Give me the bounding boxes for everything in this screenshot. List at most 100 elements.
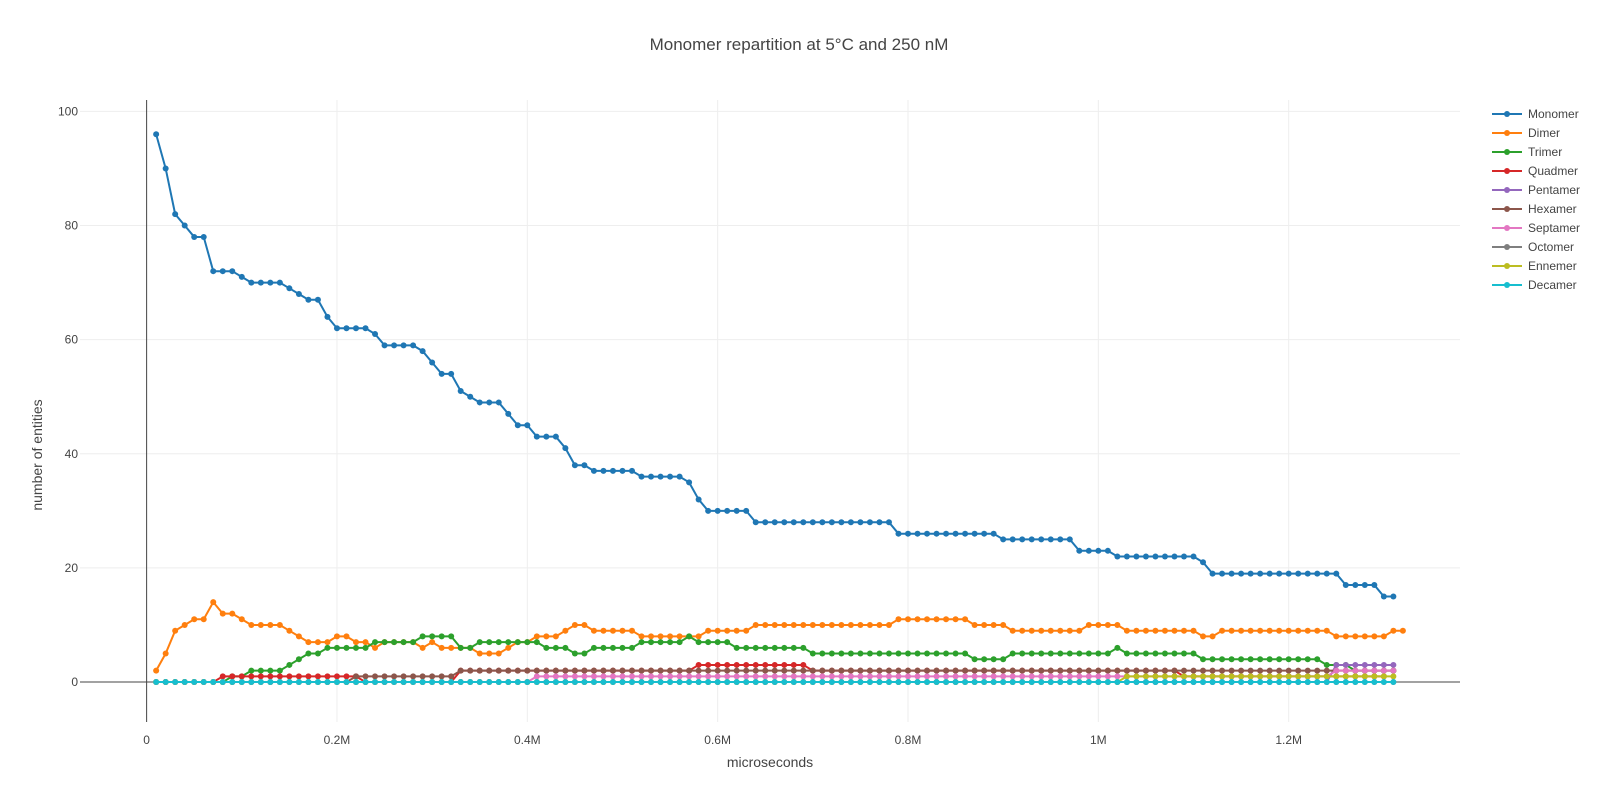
data-point bbox=[467, 393, 474, 400]
legend-item-dimer[interactable]: Dimer bbox=[1492, 126, 1560, 140]
data-point bbox=[733, 661, 740, 668]
data-point bbox=[771, 661, 778, 668]
data-point bbox=[752, 679, 759, 686]
data-point bbox=[1371, 667, 1378, 674]
legend-item-monomer[interactable]: Monomer bbox=[1492, 107, 1579, 121]
data-point bbox=[172, 211, 179, 218]
data-point bbox=[1152, 627, 1159, 634]
data-point bbox=[981, 530, 988, 537]
data-point bbox=[1209, 679, 1216, 686]
legend[interactable]: Monomer Dimer Trimer Quadmer Pentamer Hexamer… bbox=[1492, 107, 1580, 292]
data-point bbox=[1085, 650, 1092, 657]
data-point bbox=[1057, 679, 1064, 686]
legend-item-hexamer[interactable]: Hexamer bbox=[1492, 202, 1577, 216]
data-point bbox=[895, 673, 902, 680]
data-point bbox=[981, 667, 988, 674]
data-point bbox=[895, 679, 902, 686]
data-point bbox=[1028, 673, 1035, 680]
data-point bbox=[400, 342, 407, 349]
data-point bbox=[885, 673, 892, 680]
data-point bbox=[505, 667, 512, 674]
data-point bbox=[495, 639, 502, 646]
data-point bbox=[1066, 536, 1073, 543]
data-point bbox=[847, 679, 854, 686]
data-point bbox=[210, 599, 217, 606]
data-point bbox=[1304, 679, 1311, 686]
data-point bbox=[1200, 667, 1207, 674]
data-point bbox=[1219, 679, 1226, 686]
data-point bbox=[552, 673, 559, 680]
data-point bbox=[648, 679, 655, 686]
data-point bbox=[638, 673, 645, 680]
data-point bbox=[1085, 621, 1092, 628]
data-point bbox=[438, 370, 445, 377]
data-point bbox=[1095, 679, 1102, 686]
data-point bbox=[800, 621, 807, 628]
data-point bbox=[562, 644, 569, 651]
data-point bbox=[705, 661, 712, 668]
legend-item-pentamer[interactable]: Pentamer bbox=[1492, 183, 1580, 197]
data-point bbox=[619, 644, 626, 651]
data-point bbox=[828, 679, 835, 686]
data-point bbox=[1161, 667, 1168, 674]
data-point bbox=[467, 644, 474, 651]
data-point bbox=[905, 667, 911, 674]
data-point bbox=[1019, 673, 1026, 680]
data-point bbox=[657, 639, 664, 646]
data-point bbox=[200, 616, 207, 623]
data-point bbox=[724, 667, 731, 674]
data-point bbox=[990, 679, 997, 686]
data-point bbox=[743, 673, 750, 680]
y-tick-label: 0 bbox=[71, 675, 78, 689]
data-point bbox=[571, 673, 578, 680]
data-point bbox=[609, 644, 616, 651]
data-point bbox=[248, 679, 255, 686]
data-point bbox=[676, 679, 683, 686]
data-point bbox=[667, 473, 674, 480]
data-point bbox=[543, 644, 550, 651]
legend-item-octomer[interactable]: Octomer bbox=[1492, 240, 1574, 254]
data-point bbox=[333, 679, 340, 686]
data-point bbox=[1085, 673, 1092, 680]
data-point bbox=[543, 673, 550, 680]
data-point bbox=[1390, 593, 1397, 600]
legend-item-ennemer[interactable]: Ennemer bbox=[1492, 259, 1577, 273]
data-point bbox=[714, 667, 721, 674]
data-point bbox=[990, 667, 997, 674]
legend-item-septamer[interactable]: Septamer bbox=[1492, 221, 1580, 235]
data-point bbox=[924, 679, 931, 686]
data-point bbox=[1304, 673, 1311, 680]
legend-swatch-marker bbox=[1504, 149, 1510, 155]
legend-label: Septamer bbox=[1528, 221, 1580, 235]
data-point bbox=[1019, 667, 1026, 674]
data-point bbox=[1114, 667, 1121, 674]
data-point bbox=[876, 650, 883, 657]
data-point bbox=[981, 621, 988, 628]
grid bbox=[80, 100, 1460, 722]
data-point bbox=[790, 519, 797, 526]
data-point bbox=[1123, 627, 1130, 634]
data-point bbox=[838, 650, 845, 657]
data-point bbox=[476, 679, 483, 686]
data-point bbox=[1142, 553, 1149, 560]
data-point bbox=[619, 667, 626, 674]
data-point bbox=[600, 644, 607, 651]
data-point bbox=[667, 673, 674, 680]
data-point bbox=[1247, 627, 1254, 634]
data-point bbox=[1314, 673, 1321, 680]
data-point bbox=[333, 325, 340, 332]
legend-item-quadmer[interactable]: Quadmer bbox=[1492, 164, 1578, 178]
legend-item-decamer[interactable]: Decamer bbox=[1492, 278, 1577, 292]
data-point bbox=[590, 644, 597, 651]
data-point bbox=[1114, 644, 1121, 651]
data-point bbox=[1342, 661, 1349, 668]
chart-title: Monomer repartition at 5°C and 250 nM bbox=[650, 35, 949, 54]
series-layer bbox=[153, 131, 1406, 686]
data-point bbox=[1057, 673, 1064, 680]
data-point bbox=[1028, 667, 1035, 674]
data-point bbox=[1142, 650, 1149, 657]
data-point bbox=[1181, 673, 1187, 680]
data-point bbox=[524, 667, 531, 674]
legend-item-trimer[interactable]: Trimer bbox=[1492, 145, 1562, 159]
data-point bbox=[924, 650, 931, 657]
